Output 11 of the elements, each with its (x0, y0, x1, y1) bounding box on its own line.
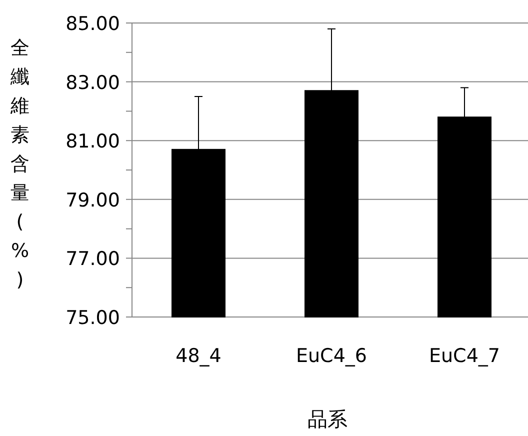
y-tick-label: 79.00 (66, 189, 120, 212)
x-tick-label: EuC4_6 (296, 345, 367, 367)
x-axis-title: 品系 (308, 407, 348, 431)
x-tick-label: EuC4_7 (429, 345, 500, 367)
y-tick-label: 81.00 (66, 130, 120, 153)
y-tick-label: 83.00 (66, 72, 120, 94)
y-tick-label: 77.00 (66, 248, 120, 270)
x-tick-label: 48_4 (176, 345, 222, 367)
text: 全纖維素含量(%) (10, 37, 30, 291)
y-tick-label: 85.00 (66, 13, 120, 35)
y-tick-label: 75.00 (66, 307, 120, 329)
